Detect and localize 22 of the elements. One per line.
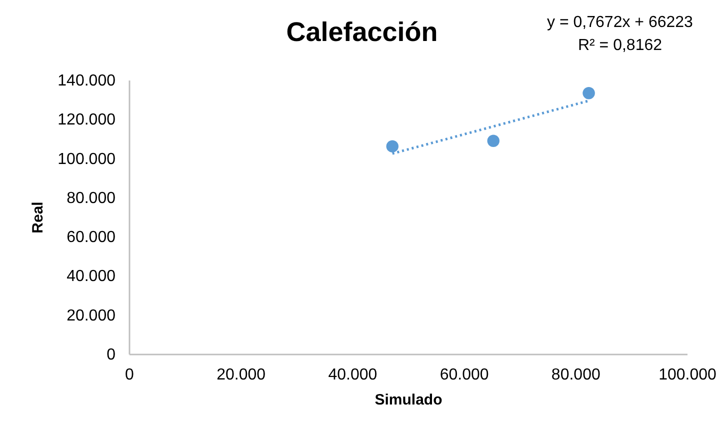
y-tick-label: 60.000 bbox=[66, 229, 116, 246]
y-tick-label: 100.000 bbox=[58, 150, 116, 168]
x-tick-label: 60.000 bbox=[440, 366, 489, 384]
y-tick-label: 120.000 bbox=[58, 112, 116, 129]
y-tick-label: 20.000 bbox=[66, 307, 116, 324]
point bbox=[582, 87, 595, 100]
x-tick-label: 40.000 bbox=[328, 366, 378, 384]
chart-title: Calefacción bbox=[286, 17, 438, 47]
text: R² = 0,8162 bbox=[578, 37, 662, 54]
y-tick-label: 0 bbox=[106, 346, 116, 364]
y-axis-title: Real bbox=[30, 202, 47, 234]
y-tick-label: 40.000 bbox=[66, 268, 116, 286]
point bbox=[487, 134, 500, 147]
text: y = 0,7672x + 66223 bbox=[547, 14, 694, 31]
point bbox=[386, 140, 398, 152]
x-tick-label: 0 bbox=[125, 366, 134, 384]
x-axis-title: Simulado bbox=[374, 392, 442, 408]
y-tick-label: 140.000 bbox=[58, 72, 116, 90]
x-tick-label: 100.000 bbox=[658, 366, 717, 384]
x-tick-label: 80.000 bbox=[551, 366, 600, 384]
x-tick-label: 20.000 bbox=[216, 366, 266, 384]
y-tick-label: 80.000 bbox=[66, 190, 116, 207]
